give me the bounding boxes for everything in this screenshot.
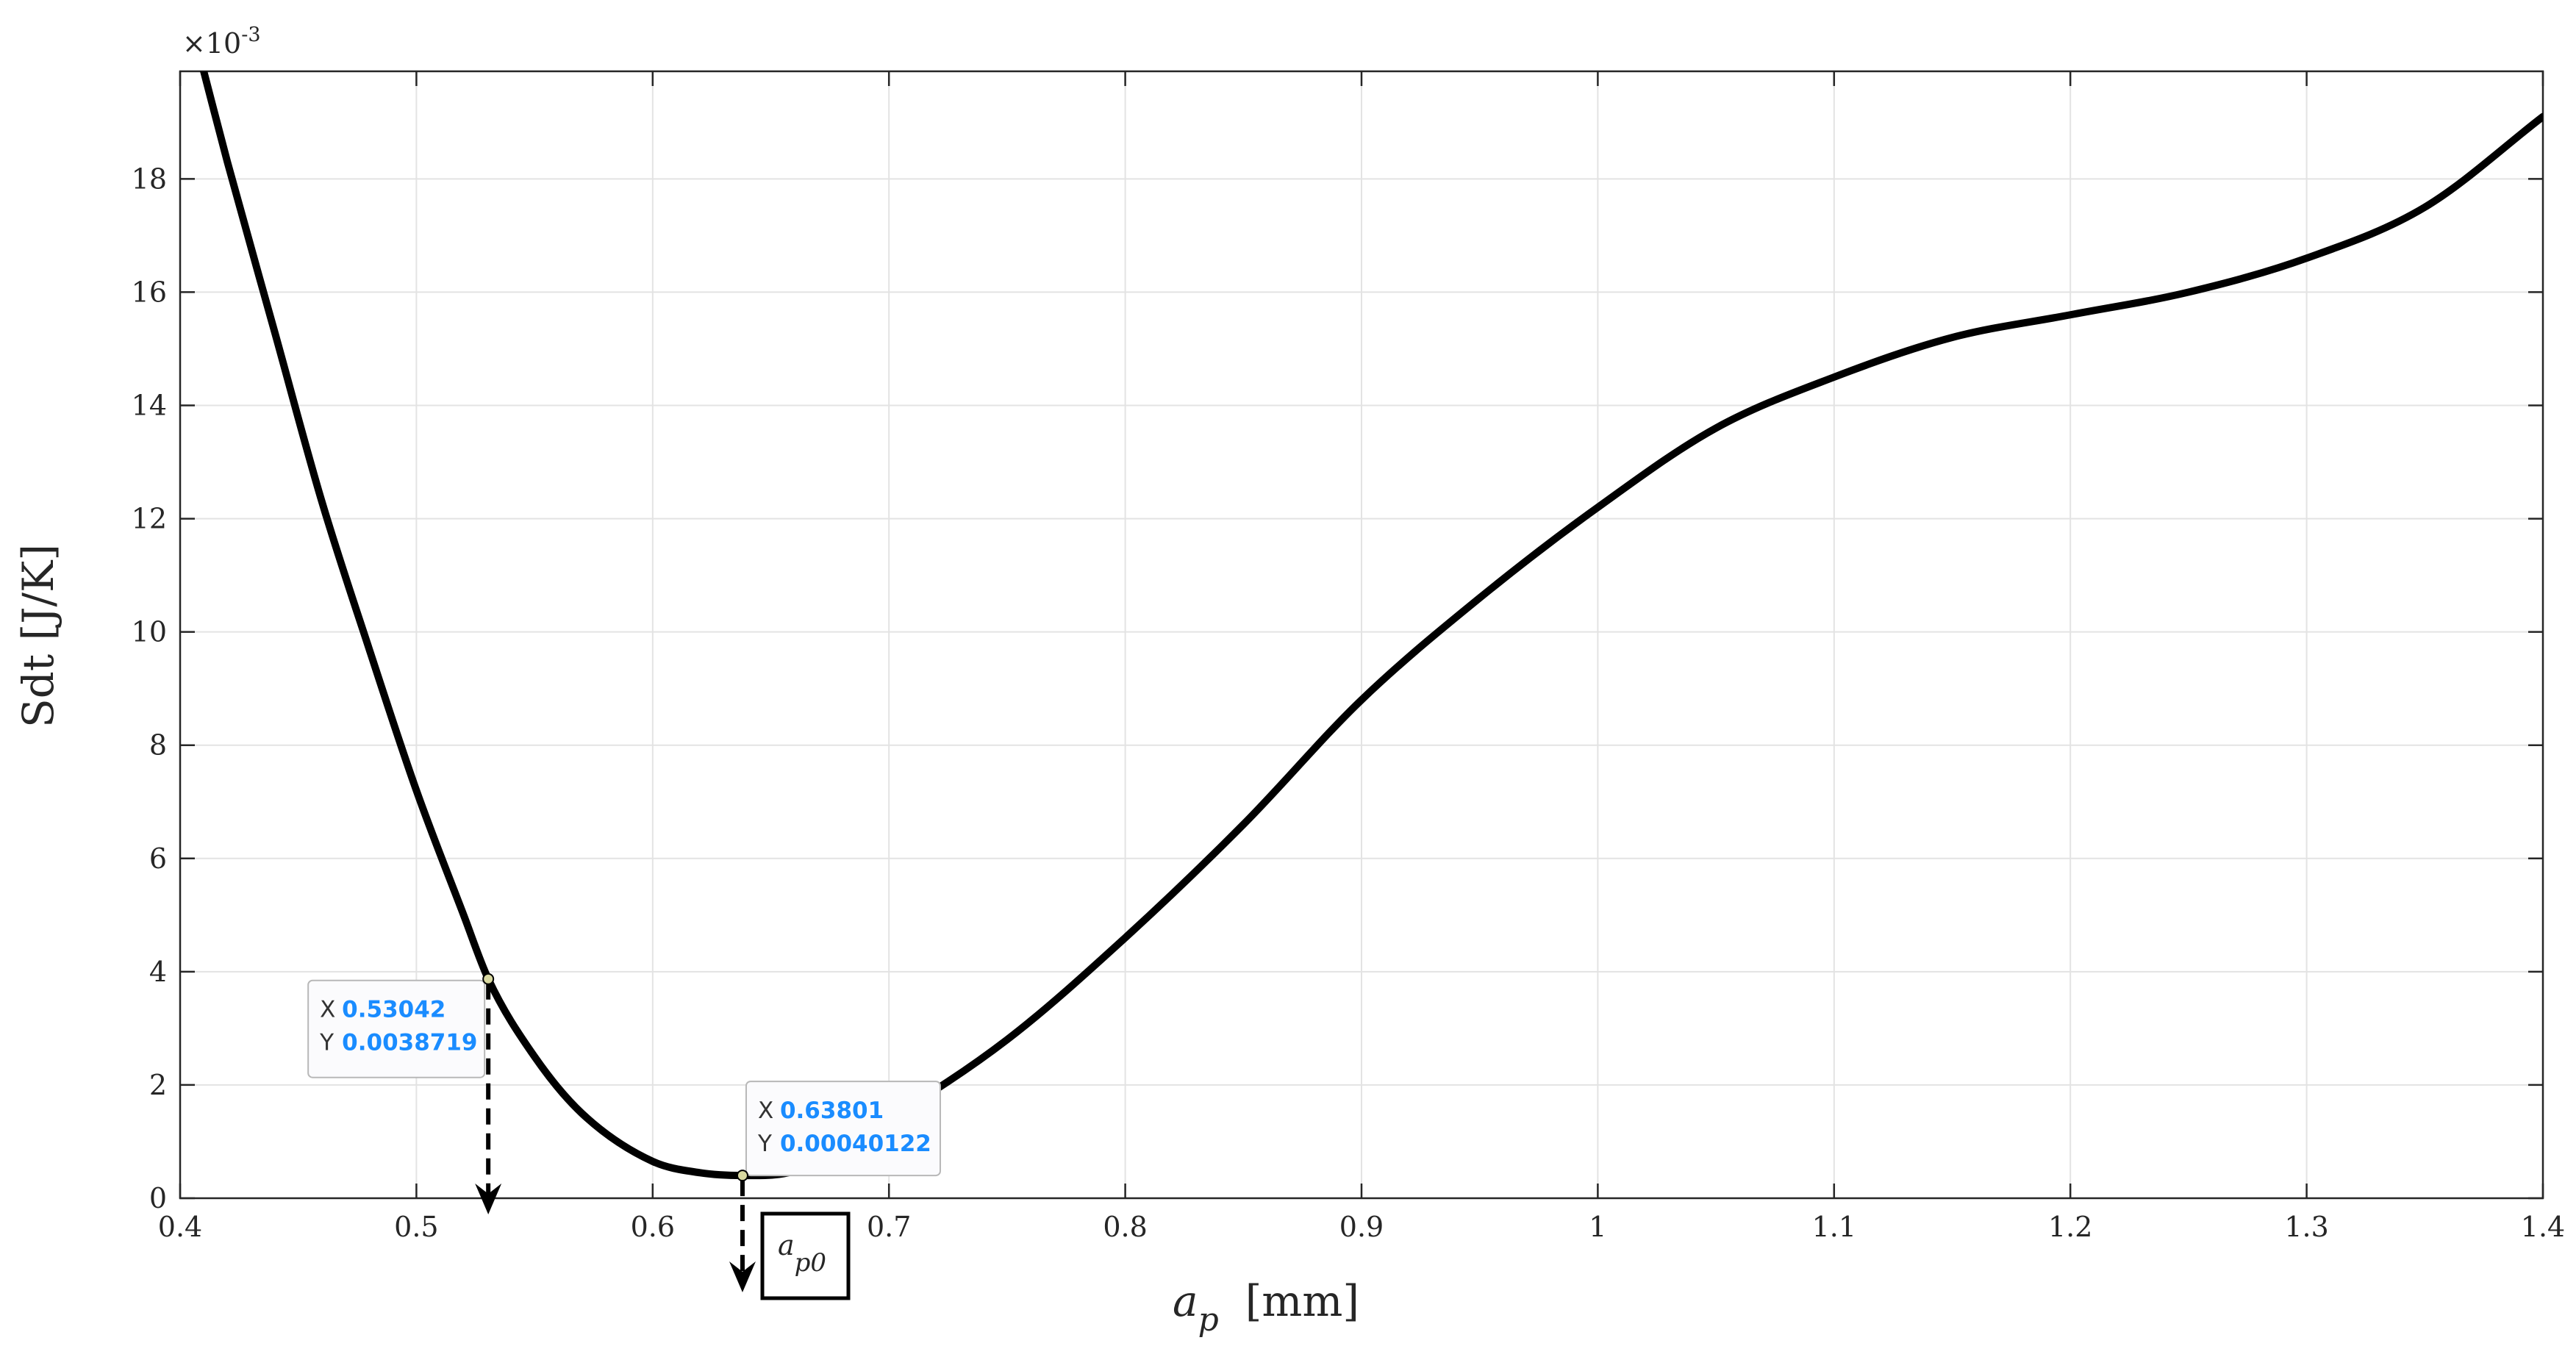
x-tick-label: 0.9 xyxy=(1339,1211,1384,1243)
drop-arrowhead xyxy=(475,1184,502,1214)
x-tick-label: 0.8 xyxy=(1103,1211,1147,1243)
x-tick-label: 1.2 xyxy=(2048,1211,2092,1243)
x-tick-label: 0.4 xyxy=(158,1211,202,1243)
ap0-label: ap0 xyxy=(778,1229,826,1278)
datatip-x-value: 0.63801 xyxy=(780,1098,884,1124)
x-tick-label: 1.1 xyxy=(1812,1211,1856,1243)
datatip-x-value: 0.53042 xyxy=(342,997,446,1023)
series-curve xyxy=(199,71,2543,1180)
datatip-y-value: 0.0038719 xyxy=(342,1030,477,1056)
y-exponent-label: ×10-3 xyxy=(182,24,261,60)
datatips: X 0.53042 Y 0.0038719 X 0.63801 Y 0.00040122 xyxy=(307,973,941,1182)
y-tick-label: 2 xyxy=(149,1069,167,1101)
drop-arrowhead xyxy=(729,1261,756,1292)
grid xyxy=(180,71,2543,1198)
y-tick-label: 16 xyxy=(132,276,167,308)
axis-ticks: 0.4 0.5 0.6 0.7 0.8 0.9 1 1.1 1.2 1.3 1.4 0 2 4 6 8 10 12… xyxy=(132,71,2565,1243)
ap0-box xyxy=(760,1211,851,1300)
x-tick-label: 0.5 xyxy=(394,1211,438,1243)
x-tick-label: 0.7 xyxy=(867,1211,911,1243)
datatip-marker xyxy=(736,1170,748,1182)
datatip-marker xyxy=(482,973,495,985)
datatip-y-value: 0.00040122 xyxy=(780,1131,931,1157)
ap0-annotation: ap0 xyxy=(760,1211,851,1300)
x-tick-label: 1.3 xyxy=(2284,1211,2328,1243)
datatip-box xyxy=(307,979,486,1078)
y-tick-label: 4 xyxy=(149,956,167,988)
datatip-y-label: Y xyxy=(319,1030,334,1056)
y-tick-label: 8 xyxy=(149,729,167,762)
datatip-x-label: X xyxy=(758,1098,773,1124)
datatip-y-label: Y xyxy=(757,1131,772,1157)
x-tick-label: 0.6 xyxy=(631,1211,675,1243)
datatip-box xyxy=(745,1081,941,1177)
y-tick-label: 10 xyxy=(132,616,167,648)
y-tick-label: 14 xyxy=(132,390,167,422)
y-axis-title: Sdt [J/K] xyxy=(13,544,63,728)
y-tick-label: 6 xyxy=(149,842,167,875)
datatip-x-label: X xyxy=(320,997,335,1023)
y-tick-label: 0 xyxy=(149,1182,167,1214)
drop-arrows xyxy=(475,983,756,1292)
x-tick-label: 1.4 xyxy=(2521,1211,2565,1243)
curve-layer xyxy=(199,71,2543,1180)
x-axis-title: ap [mm] xyxy=(1173,1276,1359,1339)
y-tick-label: 18 xyxy=(132,162,167,195)
y-tick-label: 12 xyxy=(132,503,167,535)
x-tick-label: 1 xyxy=(1589,1211,1606,1243)
